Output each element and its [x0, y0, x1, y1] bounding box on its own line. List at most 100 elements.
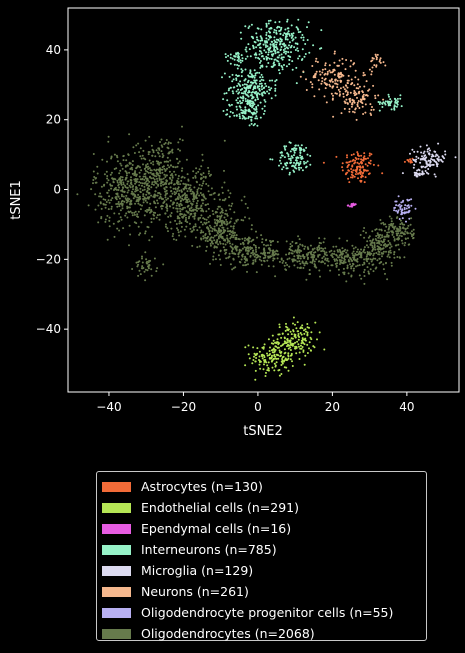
data-point [111, 177, 114, 180]
data-point [306, 26, 308, 29]
data-point [283, 147, 286, 149]
data-point [137, 200, 140, 203]
data-point [153, 196, 156, 199]
data-point [398, 256, 401, 259]
series-5-points [299, 50, 387, 121]
points-layer [76, 18, 457, 381]
data-point [412, 228, 415, 231]
data-point [130, 176, 132, 179]
data-point [395, 204, 398, 207]
data-point [299, 332, 302, 334]
data-point [125, 198, 128, 201]
data-point [274, 357, 276, 360]
data-point [354, 76, 357, 79]
data-point [287, 51, 290, 54]
data-point [156, 199, 159, 202]
data-point [397, 195, 400, 198]
data-point [297, 334, 300, 337]
data-point [306, 160, 309, 163]
data-point [239, 80, 242, 83]
data-point [171, 175, 174, 177]
data-point [256, 86, 259, 89]
data-point [358, 107, 361, 109]
data-point [381, 102, 384, 105]
data-point [254, 74, 257, 77]
data-point [280, 65, 283, 67]
data-point [363, 181, 366, 184]
data-point [296, 42, 299, 45]
data-point [136, 196, 139, 199]
data-point [152, 151, 155, 154]
data-point [243, 83, 246, 86]
data-point [156, 202, 159, 205]
data-point [305, 146, 308, 149]
data-point [310, 331, 313, 334]
data-point [421, 170, 424, 173]
data-point [123, 200, 126, 203]
data-point [278, 26, 281, 29]
data-point [275, 249, 278, 252]
data-point [151, 183, 154, 186]
data-point [193, 192, 196, 195]
data-point [322, 248, 325, 250]
data-point [181, 197, 184, 200]
data-point [294, 323, 296, 326]
data-point [272, 254, 274, 257]
data-point [166, 204, 168, 207]
data-point [176, 179, 179, 182]
data-point [152, 213, 155, 216]
data-point [354, 252, 357, 255]
data-point [422, 172, 425, 175]
data-point [248, 102, 251, 105]
data-point [300, 333, 303, 336]
data-point [236, 64, 239, 66]
data-point [296, 257, 299, 260]
data-point [305, 260, 308, 263]
data-point [357, 100, 360, 102]
data-point [322, 261, 324, 263]
data-point [361, 175, 364, 178]
data-point [379, 57, 382, 60]
data-point [405, 220, 407, 223]
data-point [269, 89, 271, 91]
data-point [267, 265, 270, 268]
data-point [138, 175, 141, 178]
data-point [280, 345, 282, 347]
data-point [298, 168, 301, 171]
data-point [356, 105, 359, 108]
data-point [270, 65, 273, 68]
data-point [108, 219, 111, 222]
data-point [167, 152, 170, 155]
data-point [252, 249, 254, 252]
data-point [272, 251, 275, 254]
data-point [434, 175, 437, 178]
data-point [294, 259, 297, 262]
data-point [167, 142, 170, 145]
data-point [128, 244, 130, 247]
data-point [161, 171, 164, 174]
data-point [288, 257, 291, 260]
data-point [306, 39, 309, 41]
data-point [202, 193, 205, 196]
data-point [129, 178, 132, 181]
data-point [241, 237, 244, 240]
data-point [229, 56, 232, 59]
data-point [378, 109, 381, 112]
data-point [180, 221, 183, 224]
data-point [350, 170, 353, 173]
data-point [346, 239, 349, 242]
data-point [308, 347, 310, 350]
data-point [163, 143, 166, 146]
data-point [396, 256, 399, 258]
data-point [235, 74, 238, 77]
data-point [231, 80, 234, 83]
data-point [345, 98, 348, 101]
data-point [220, 207, 223, 210]
data-point [153, 178, 156, 181]
data-point [125, 194, 128, 197]
data-point [233, 63, 236, 66]
data-point [388, 242, 391, 244]
data-point [274, 252, 277, 255]
data-point [354, 159, 357, 162]
data-point [115, 154, 118, 157]
